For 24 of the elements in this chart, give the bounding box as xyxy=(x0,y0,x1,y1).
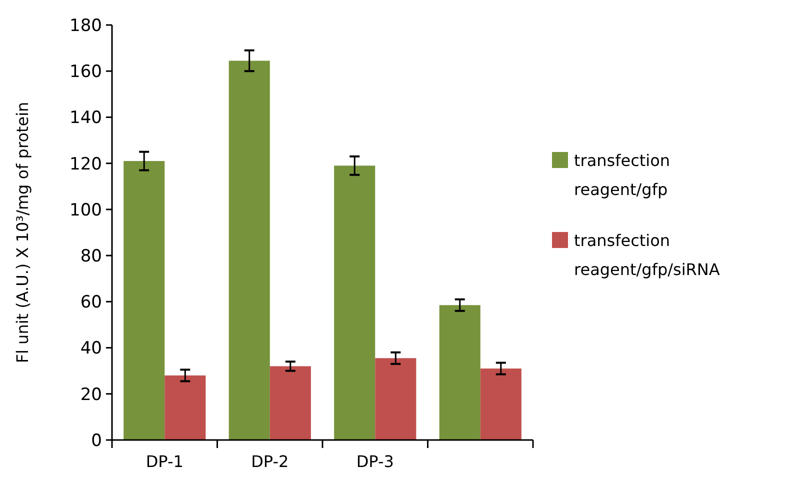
y-tick-label: 40 xyxy=(80,338,102,359)
bar xyxy=(164,375,206,440)
legend-label: transfection reagent/gfp/siRNA xyxy=(574,231,720,279)
bar xyxy=(375,358,416,440)
bar xyxy=(270,366,311,440)
bar xyxy=(439,305,480,440)
y-tick-label: 20 xyxy=(80,384,102,405)
y-axis-title: Fl unit (A.U.) X 10³/mg of protein xyxy=(13,102,32,364)
y-tick-label: 180 xyxy=(70,16,102,36)
x-tick-label: DP-3 xyxy=(356,452,394,471)
y-tick-label: 120 xyxy=(70,154,102,174)
y-tick-label: 80 xyxy=(80,246,102,267)
y-tick-label: 100 xyxy=(70,200,102,220)
y-tick-label: 60 xyxy=(80,292,102,313)
y-tick-label: 160 xyxy=(70,62,102,82)
bar xyxy=(480,368,522,440)
bar xyxy=(124,161,165,440)
legend-label: transfection reagent/gfp xyxy=(574,151,670,199)
x-tick-label: DP-2 xyxy=(251,452,289,471)
y-tick-label: 140 xyxy=(70,108,102,128)
bar xyxy=(334,166,376,440)
y-tick-label: 0 xyxy=(91,430,102,451)
bar xyxy=(228,60,270,440)
x-tick-label: DP-1 xyxy=(146,452,184,471)
